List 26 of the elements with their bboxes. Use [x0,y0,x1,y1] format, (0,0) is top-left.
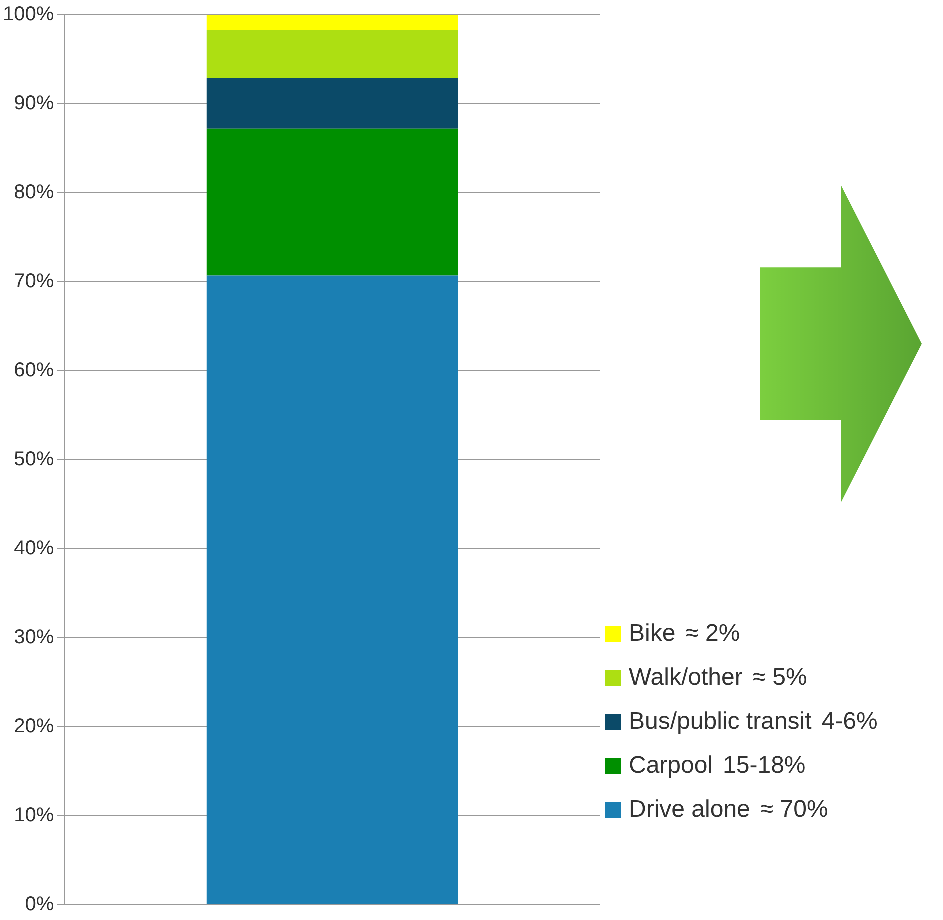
y-tick-label: 90% [14,92,54,115]
legend-label: Bike [629,620,676,648]
y-tick-label: 50% [14,448,54,471]
legend-label: Bus/public transit [629,708,812,736]
text: ≈ 5% [752,664,808,692]
text: 15-18% [723,752,806,780]
y-tick-label: 30% [14,626,54,649]
text: ≈ 2% [686,620,740,648]
bar [206,276,458,904]
text: 4-6% [822,708,878,736]
y-tick-label: 100% [2,4,54,26]
y-tick-label: 70% [14,270,54,293]
bar [206,15,458,30]
legend-label: Drive alone [629,796,750,824]
legend-label: Walk/other [629,664,743,692]
y-tick-label: 60% [14,360,54,382]
bar [206,30,458,78]
y-tick-label: 40% [14,538,54,560]
text: ≈ 70% [760,796,828,824]
bar [206,78,458,129]
y-tick-label: 10% [14,804,54,827]
y-tick-label: 0% [25,894,54,916]
legend-label: Carpool [629,752,714,780]
y-tick-label: 80% [14,182,54,204]
bar [206,128,458,276]
y-tick-label: 20% [14,716,54,738]
